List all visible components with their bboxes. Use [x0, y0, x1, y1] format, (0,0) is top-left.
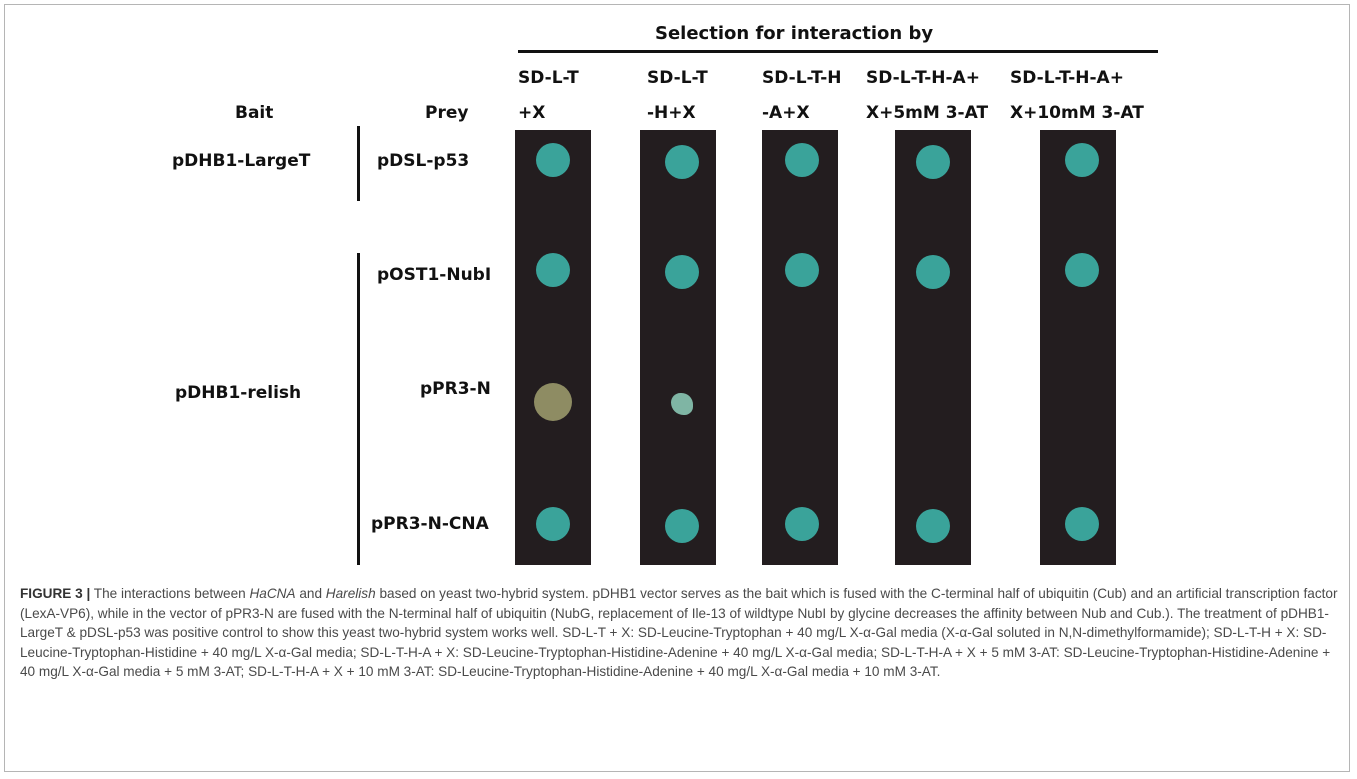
bait-header: Bait: [235, 103, 274, 123]
figure-frame: [4, 4, 1350, 772]
column-1-label-line1: SD-L-T: [518, 68, 579, 88]
colony-row4-col1: [536, 507, 570, 541]
figure-caption: FIGURE 3 | The interactions between HaCN…: [20, 584, 1342, 682]
column-1-label-line2: +X: [518, 103, 546, 123]
colony-row2-col1: [536, 253, 570, 287]
caption-text-1: The interactions between: [90, 586, 250, 601]
colony-row2-col3: [785, 253, 819, 287]
prey-label-p53: pDSL-p53: [377, 151, 470, 171]
colony-row2-col2: [665, 255, 699, 289]
bait-bracket-largeT: [357, 126, 360, 201]
colony-row1-col2: [665, 145, 699, 179]
colony-row4-col2: [665, 509, 699, 543]
caption-gene-2: Harelish: [325, 586, 376, 601]
caption-label: FIGURE 3 |: [20, 586, 91, 601]
colony-row1-col1: [536, 143, 570, 177]
prey-label-ppr3-n-cna: pPR3-N-CNA: [371, 514, 489, 534]
plate-strip-4: [895, 130, 971, 565]
colony-row4-col4: [916, 509, 950, 543]
caption-text-2: and: [295, 586, 326, 601]
column-3-label-line2: -A+X: [762, 103, 810, 123]
selection-underline: [518, 50, 1158, 53]
colony-row2-col5: [1065, 253, 1099, 287]
caption-gene-1: HaCNA: [249, 586, 296, 601]
caption-text-3: based on yeast two-hybrid system. pDHB1 …: [20, 586, 1338, 680]
plate-strip-1: [515, 130, 591, 565]
colony-row3-col2: [671, 393, 693, 415]
column-4-label-line1: SD-L-T-H-A+: [866, 68, 980, 88]
column-3-label-line1: SD-L-T-H: [762, 68, 842, 88]
colony-row1-col4: [916, 145, 950, 179]
column-5-label-line2: X+10mM 3-AT: [1010, 103, 1144, 123]
column-4-label-line2: X+5mM 3-AT: [866, 103, 989, 123]
prey-label-nubi: pOST1-NubI: [377, 265, 492, 285]
bait-label-largeT: pDHB1-LargeT: [172, 151, 311, 171]
prey-header: Prey: [425, 103, 469, 123]
colony-row1-col3: [785, 143, 819, 177]
column-2-label-line2: -H+X: [647, 103, 696, 123]
plate-strip-3: [762, 130, 838, 565]
colony-row2-col4: [916, 255, 950, 289]
colony-row3-col1: [534, 383, 572, 421]
selection-title: Selection for interaction by: [655, 23, 934, 44]
colony-row4-col3: [785, 507, 819, 541]
column-2-label-line1: SD-L-T: [647, 68, 708, 88]
plate-strip-2: [640, 130, 716, 565]
column-5-label-line1: SD-L-T-H-A+: [1010, 68, 1124, 88]
colony-row4-col5: [1065, 507, 1099, 541]
plate-strip-5: [1040, 130, 1116, 565]
prey-label-ppr3-n: pPR3-N: [420, 379, 491, 399]
bait-bracket-relish: [357, 253, 360, 565]
colony-row1-col5: [1065, 143, 1099, 177]
bait-label-relish: pDHB1-relish: [175, 383, 302, 403]
